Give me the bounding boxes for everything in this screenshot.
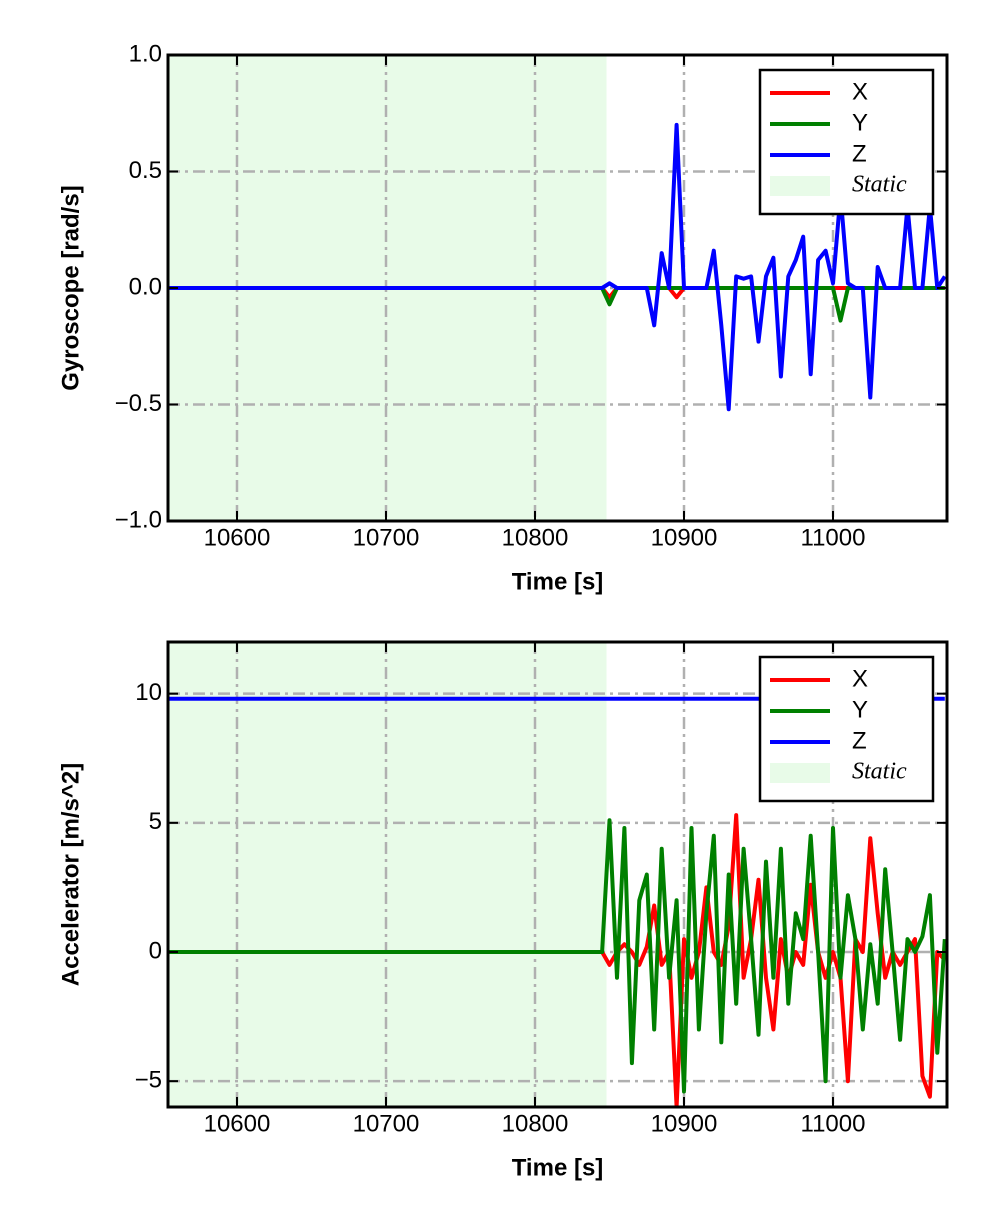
x-axis-label: Time [s] xyxy=(512,568,604,595)
y-tick-label: 0 xyxy=(149,937,162,964)
legend-label: X xyxy=(852,78,868,105)
series-line xyxy=(168,818,947,1094)
y-tick-label: −0.5 xyxy=(115,390,162,417)
x-tick-label: 10600 xyxy=(204,1110,271,1137)
y-tick-label: −5 xyxy=(135,1067,162,1094)
x-tick-label: 10700 xyxy=(353,1110,420,1137)
legend-swatch xyxy=(770,763,830,783)
legend-label: Y xyxy=(852,696,868,723)
x-tick-label: 10600 xyxy=(204,524,271,551)
static-region xyxy=(168,642,607,1107)
y-axis-label: Gyroscope [rad/s] xyxy=(57,185,84,390)
legend-label: X xyxy=(852,665,868,692)
x-tick-label: 10800 xyxy=(502,1110,569,1137)
legend-swatch xyxy=(770,176,830,196)
x-tick-label: 10800 xyxy=(502,524,569,551)
x-tick-label: 10900 xyxy=(651,524,718,551)
legend-label: Y xyxy=(852,109,868,136)
y-tick-label: 5 xyxy=(149,808,162,835)
y-tick-label: 1.0 xyxy=(129,40,162,67)
series-line xyxy=(168,813,947,1107)
y-axis-label: Accelerator [m/s^2] xyxy=(57,763,84,986)
x-axis-label: Time [s] xyxy=(512,1154,604,1181)
x-tick-label: 11000 xyxy=(801,1110,866,1137)
x-tick-label: 11000 xyxy=(801,524,866,551)
x-tick-label: 10900 xyxy=(651,1110,718,1137)
plot-area xyxy=(168,55,947,521)
legend-label: Z xyxy=(852,727,867,754)
legend-label: Z xyxy=(852,140,867,167)
x-tick-label: 10700 xyxy=(353,524,420,551)
axes-frame xyxy=(166,640,949,1109)
y-tick-label: 10 xyxy=(135,679,162,706)
series-line xyxy=(168,122,947,412)
y-tick-label: 0.0 xyxy=(129,273,162,300)
legend-label: Static xyxy=(852,172,907,198)
y-tick-label: 0.5 xyxy=(129,157,162,184)
y-tick-label: −1.0 xyxy=(115,506,162,533)
legend-label: Static xyxy=(852,759,907,785)
